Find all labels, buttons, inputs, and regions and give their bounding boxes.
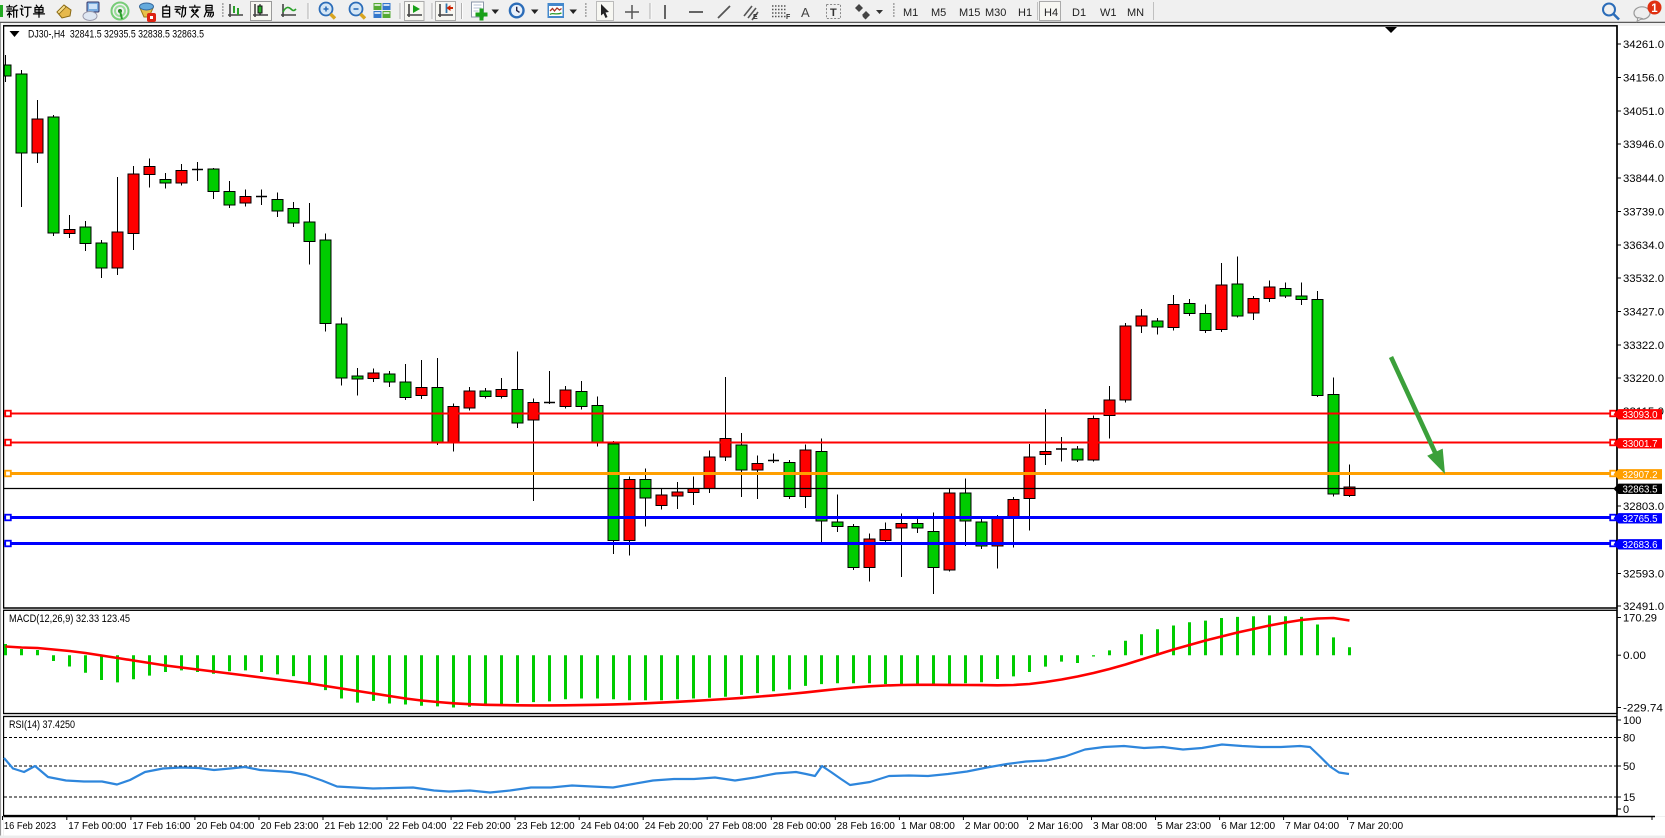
svg-text:22 Feb 20:00: 22 Feb 20:00 <box>453 821 511 832</box>
svg-text:33532.0: 33532.0 <box>1623 273 1664 285</box>
svg-text:5 Mar 23:00: 5 Mar 23:00 <box>1157 821 1211 832</box>
svg-text:34051.0: 34051.0 <box>1623 106 1664 118</box>
svg-text:27 Feb 08:00: 27 Feb 08:00 <box>709 821 767 832</box>
svg-text:32491.0: 32491.0 <box>1623 601 1664 613</box>
svg-text:21 Feb 12:00: 21 Feb 12:00 <box>325 821 383 832</box>
svg-text:1: 1 <box>1651 3 1658 15</box>
svg-text:34156.0: 34156.0 <box>1623 73 1664 85</box>
svg-text:D1: D1 <box>1072 7 1086 19</box>
svg-text:M30: M30 <box>985 7 1006 19</box>
svg-text:33093.0: 33093.0 <box>1623 410 1659 421</box>
svg-text:7 Mar 04:00: 7 Mar 04:00 <box>1285 821 1339 832</box>
svg-text:28 Feb 16:00: 28 Feb 16:00 <box>837 821 895 832</box>
svg-text:M1: M1 <box>903 7 918 19</box>
svg-text:33220.0: 33220.0 <box>1623 373 1664 385</box>
svg-text:80: 80 <box>1623 733 1635 745</box>
svg-text:50: 50 <box>1623 761 1635 773</box>
svg-text:100: 100 <box>1623 715 1641 727</box>
svg-text:0: 0 <box>1623 804 1629 816</box>
svg-text:33001.7: 33001.7 <box>1623 439 1658 450</box>
svg-text:33427.0: 33427.0 <box>1623 307 1664 319</box>
svg-text:32907.2: 32907.2 <box>1623 470 1658 481</box>
svg-text:MN: MN <box>1127 7 1144 19</box>
svg-text:34261.0: 34261.0 <box>1623 39 1664 51</box>
svg-text:28 Feb 00:00: 28 Feb 00:00 <box>773 821 831 832</box>
svg-text:15: 15 <box>1623 792 1635 804</box>
svg-text:6 Mar 12:00: 6 Mar 12:00 <box>1221 821 1275 832</box>
svg-text:33844.0: 33844.0 <box>1623 173 1664 185</box>
svg-text:2 Mar 16:00: 2 Mar 16:00 <box>1029 821 1083 832</box>
svg-text:H4: H4 <box>1044 7 1058 19</box>
svg-text:17 Feb 00:00: 17 Feb 00:00 <box>68 821 126 832</box>
svg-text:H1: H1 <box>1018 7 1032 19</box>
svg-text:F: F <box>786 14 791 21</box>
svg-text:20 Feb 23:00: 20 Feb 23:00 <box>261 821 319 832</box>
svg-text:17 Feb 16:00: 17 Feb 16:00 <box>132 821 190 832</box>
svg-text:33946.0: 33946.0 <box>1623 139 1664 151</box>
svg-text:M15: M15 <box>959 7 980 19</box>
svg-text:16 Feb 2023: 16 Feb 2023 <box>4 821 56 832</box>
svg-text:32863.5: 32863.5 <box>1623 485 1659 496</box>
svg-text:22 Feb 04:00: 22 Feb 04:00 <box>389 821 447 832</box>
svg-text:1 Mar 08:00: 1 Mar 08:00 <box>901 821 955 832</box>
svg-text:2 Mar 00:00: 2 Mar 00:00 <box>965 821 1019 832</box>
svg-text:T: T <box>830 7 837 19</box>
svg-text:7 Mar 20:00: 7 Mar 20:00 <box>1349 821 1403 832</box>
svg-text:33322.0: 33322.0 <box>1623 340 1664 352</box>
svg-text:W1: W1 <box>1100 7 1117 19</box>
svg-text:33634.0: 33634.0 <box>1623 240 1664 252</box>
svg-text:DJ30-,H4 32841.5 32935.5 3283: DJ30-,H4 32841.5 32935.5 32838.5 32863.5 <box>28 29 204 41</box>
svg-text:MACD(12,26,9) 32.33 123.45: MACD(12,26,9) 32.33 123.45 <box>9 613 130 625</box>
svg-text:23 Feb 12:00: 23 Feb 12:00 <box>517 821 575 832</box>
svg-text:A: A <box>801 5 810 20</box>
svg-text:0.00: 0.00 <box>1623 650 1646 662</box>
svg-text:24 Feb 20:00: 24 Feb 20:00 <box>645 821 703 832</box>
svg-text:3 Mar 08:00: 3 Mar 08:00 <box>1093 821 1147 832</box>
svg-text:170.29: 170.29 <box>1623 613 1657 625</box>
svg-text:M5: M5 <box>931 7 946 19</box>
svg-text:RSI(14) 37.4250: RSI(14) 37.4250 <box>9 719 75 731</box>
svg-text:E: E <box>753 14 758 21</box>
svg-text:-229.74: -229.74 <box>1623 703 1663 715</box>
svg-text:32803.0: 32803.0 <box>1623 501 1664 513</box>
svg-text:33739.0: 33739.0 <box>1623 207 1664 219</box>
svg-text:32765.5: 32765.5 <box>1623 514 1659 525</box>
svg-text:32683.6: 32683.6 <box>1623 540 1659 551</box>
svg-text:20 Feb 04:00: 20 Feb 04:00 <box>196 821 254 832</box>
svg-text:24 Feb 04:00: 24 Feb 04:00 <box>581 821 639 832</box>
svg-text:32593.0: 32593.0 <box>1623 569 1664 581</box>
